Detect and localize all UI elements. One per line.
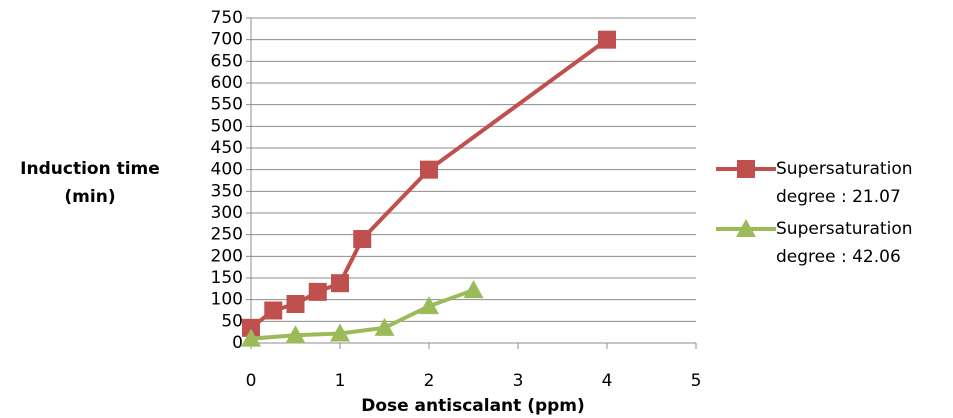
x-tick-label: 0 (246, 371, 257, 391)
x-tick-label: 3 (513, 371, 524, 391)
y-tick-label: 550 (211, 95, 243, 115)
legend-label: Supersaturation degree : 21.07 (776, 159, 913, 207)
y-tick-label: 400 (211, 160, 243, 180)
y-tick-label: 50 (221, 311, 243, 331)
y-tick-label: 750 (211, 8, 243, 28)
y-tick-label: 150 (211, 268, 243, 288)
y-tick-label: 500 (211, 116, 243, 136)
marker (242, 318, 260, 337)
marker (264, 301, 283, 320)
y-tick-label: 600 (211, 73, 243, 93)
y-tick-label: 200 (211, 246, 243, 266)
marker (286, 295, 305, 313)
marker (420, 160, 438, 179)
x-tick-label: 5 (691, 371, 702, 391)
marker (737, 160, 755, 178)
y-tick-label: 650 (211, 51, 243, 71)
marker (598, 30, 616, 49)
y-tick-label: 350 (211, 181, 243, 201)
marker (374, 317, 395, 336)
series-line (250, 288, 475, 341)
y-tick-label: 700 (211, 30, 243, 50)
y-tick-label: 250 (211, 225, 243, 245)
x-axis-label: Dose antiscalant (ppm) (361, 396, 585, 416)
x-tick-label: 1 (335, 371, 346, 391)
marker (353, 230, 372, 248)
x-tick-label: 2 (424, 371, 435, 391)
marker (330, 323, 350, 342)
y-tick-label: 100 (211, 290, 243, 310)
x-tick-label: 4 (602, 371, 613, 391)
legend-label: Supersaturation degree : 42.06 (776, 219, 913, 267)
y-tick-label: 300 (211, 203, 243, 223)
marker (463, 280, 484, 299)
marker (331, 274, 349, 293)
marker (308, 282, 327, 301)
marker (241, 328, 261, 347)
y-tick-label: 0 (232, 333, 243, 353)
marker (419, 296, 439, 315)
marker (736, 219, 756, 237)
y-tick-label: 450 (211, 138, 243, 158)
marker (285, 325, 306, 344)
y-axis-label: Induction time (min) (20, 159, 160, 207)
